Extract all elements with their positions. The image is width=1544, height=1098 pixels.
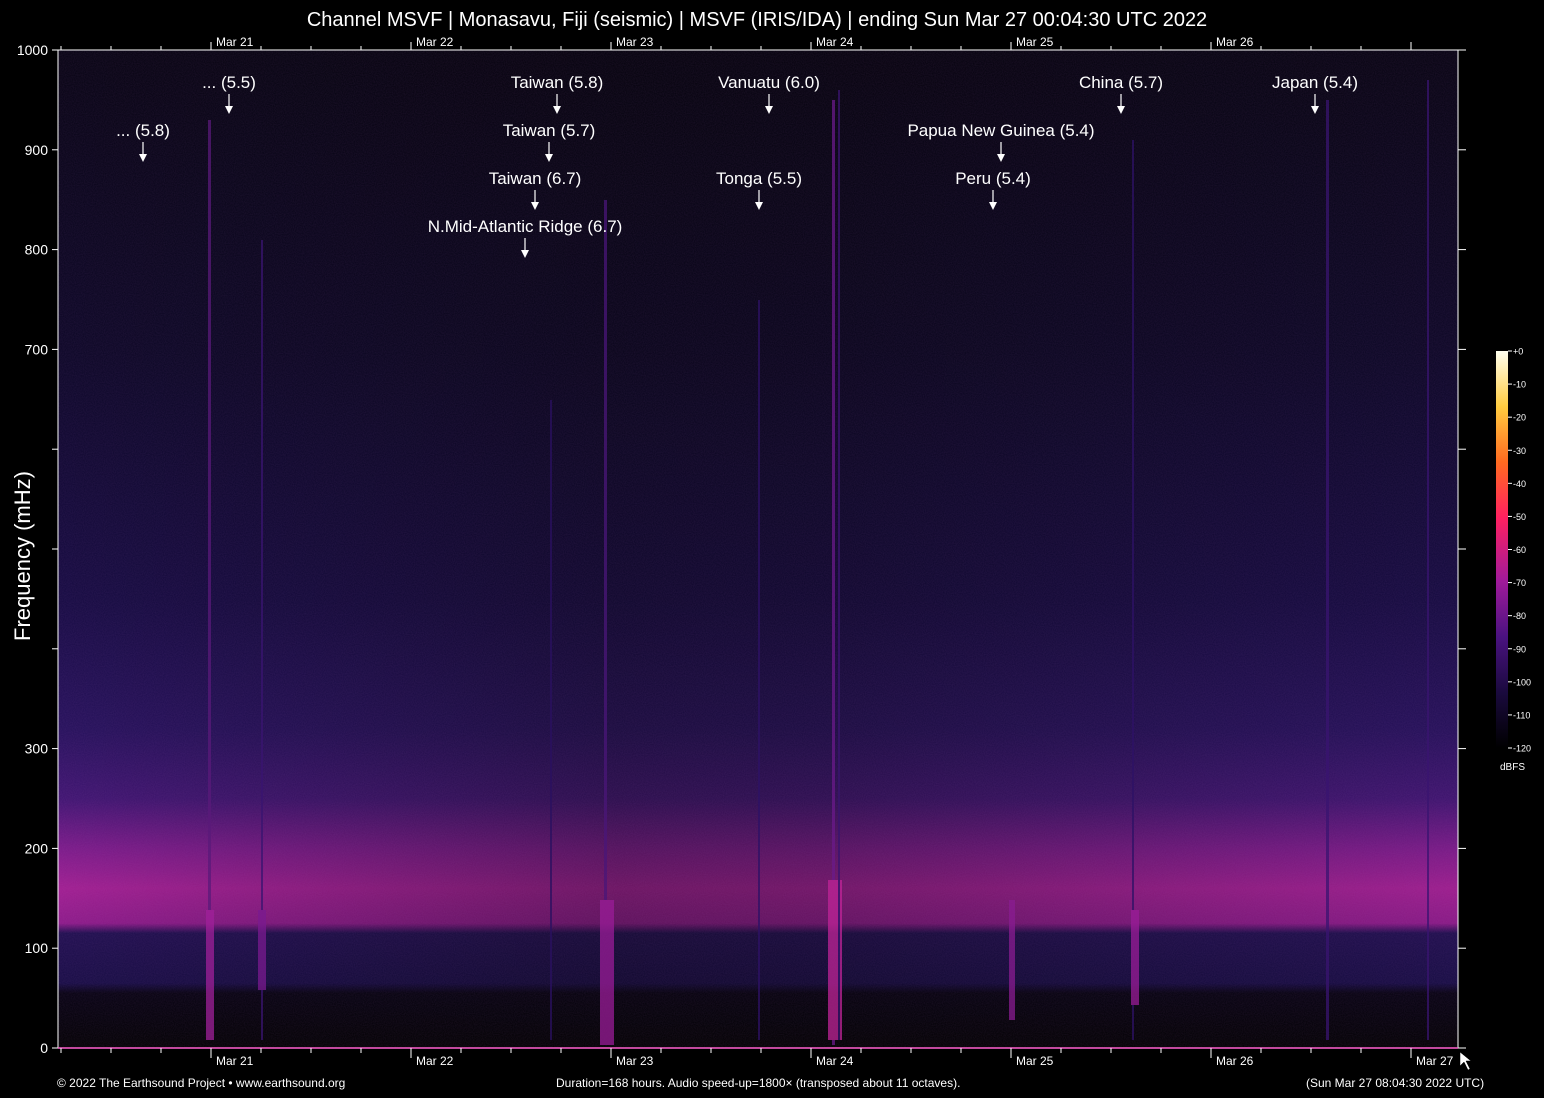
colorbar-tick-label: -40 xyxy=(1513,479,1526,489)
event-arrow-icon xyxy=(139,154,147,162)
y-tick-label: 200 xyxy=(25,840,49,856)
spectrogram-image xyxy=(58,50,1458,1048)
event-label: ... (5.5) xyxy=(202,73,256,92)
event-arrow-icon xyxy=(1311,106,1319,114)
colorbar-tick-label: -90 xyxy=(1513,644,1526,654)
event-arrow-icon xyxy=(997,154,1005,162)
y-axis-label: Frequency (mHz) xyxy=(10,471,35,641)
x-tick-label: Mar 27 xyxy=(1416,1054,1454,1068)
event-label: Japan (5.4) xyxy=(1272,73,1358,92)
event-label: Taiwan (5.8) xyxy=(511,73,604,92)
x-tick-label: Mar 25 xyxy=(1016,1054,1054,1068)
event-arrow-icon xyxy=(521,250,529,258)
chart-title: Channel MSVF | Monasavu, Fiji (seismic) … xyxy=(306,9,1208,31)
colorbar-unit: dBFS xyxy=(1500,762,1526,773)
event-arrow-icon xyxy=(545,154,553,162)
event-label: Peru (5.4) xyxy=(955,169,1031,188)
event-label: Tonga (5.5) xyxy=(716,169,802,188)
colorbar-tick-label: -110 xyxy=(1513,710,1530,720)
event-label: Papua New Guinea (5.4) xyxy=(907,121,1094,140)
event-arrow-icon xyxy=(765,106,773,114)
x-tick-label-top: Mar 21 xyxy=(216,35,254,49)
x-tick-label-top: Mar 25 xyxy=(1016,35,1054,49)
x-tick-label: Mar 22 xyxy=(416,1054,454,1068)
event-arrow-icon xyxy=(755,202,763,210)
cursor-icon xyxy=(1459,1051,1472,1071)
colorbar-tick-label: -80 xyxy=(1513,611,1526,621)
x-tick-label: Mar 21 xyxy=(216,1054,254,1068)
y-tick-label: 0 xyxy=(40,1040,48,1056)
x-tick-label: Mar 23 xyxy=(616,1054,654,1068)
colorbar-tick-label: -20 xyxy=(1513,413,1526,423)
x-tick-label: Mar 24 xyxy=(816,1054,854,1068)
copyright-text: © 2022 The Earthsound Project • www.eart… xyxy=(57,1076,346,1090)
x-tick-label-top: Mar 26 xyxy=(1216,35,1254,49)
y-tick-label: 300 xyxy=(25,741,49,757)
y-tick-label: 100 xyxy=(25,940,49,956)
event-arrow-icon xyxy=(225,106,233,114)
event-label: ... (5.8) xyxy=(116,121,170,140)
colorbar-tick-label: -100 xyxy=(1513,677,1531,687)
duration-text: Duration=168 hours. Audio speed-up=1800×… xyxy=(556,1076,961,1090)
y-tick-label: 900 xyxy=(25,142,49,158)
event-label: N.Mid-Atlantic Ridge (6.7) xyxy=(428,217,623,236)
colorbar-tick-label: -10 xyxy=(1513,380,1526,390)
colorbar-tick-label: +0 xyxy=(1513,347,1523,357)
x-tick-label: Mar 26 xyxy=(1216,1054,1254,1068)
y-tick-label: 1000 xyxy=(17,42,48,58)
colorbar-tick-label: -60 xyxy=(1513,545,1526,555)
x-tick-label-top: Mar 23 xyxy=(616,35,654,49)
y-tick-label: 800 xyxy=(25,242,49,258)
local-time-text: (Sun Mar 27 08:04:30 2022 UTC) xyxy=(1306,1076,1485,1090)
event-label: China (5.7) xyxy=(1079,73,1163,92)
event-label: Taiwan (5.7) xyxy=(503,121,596,140)
colorbar-tick-label: -50 xyxy=(1513,512,1526,522)
event-arrow-icon xyxy=(1117,106,1125,114)
colorbar: +0 -10 -20 -30 -40 -50 -60 -70 -80 -90 -100 -110 -12… xyxy=(1496,347,1531,754)
colorbar-tick-label: -70 xyxy=(1513,578,1526,588)
y-tick-label: 700 xyxy=(25,341,49,357)
event-arrow-icon xyxy=(989,202,997,210)
colorbar-tick-label: -30 xyxy=(1513,446,1526,456)
x-tick-label-top: Mar 24 xyxy=(816,35,854,49)
event-label: Taiwan (6.7) xyxy=(489,169,582,188)
colorbar-tick-label: -120 xyxy=(1513,744,1531,754)
event-arrow-icon xyxy=(553,106,561,114)
event-arrow-icon xyxy=(531,202,539,210)
x-tick-label-top: Mar 22 xyxy=(416,35,454,49)
event-label: Vanuatu (6.0) xyxy=(718,73,820,92)
